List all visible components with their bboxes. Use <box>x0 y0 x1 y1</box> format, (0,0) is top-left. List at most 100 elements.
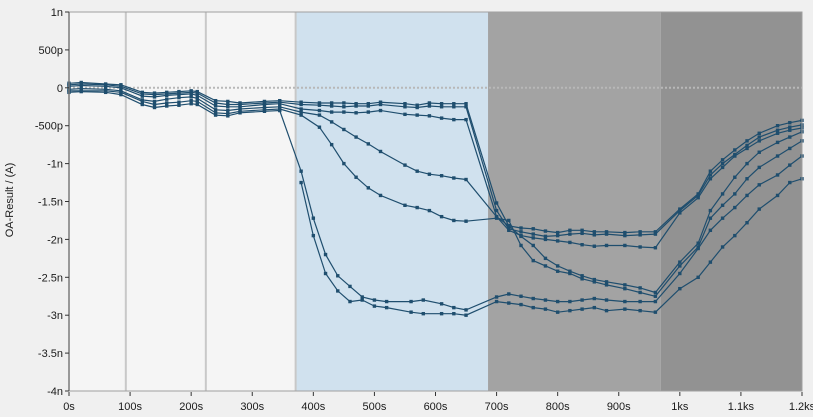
data-point-marker <box>329 110 334 114</box>
data-point-marker <box>464 313 468 317</box>
series-S7 <box>299 177 804 317</box>
data-point-marker <box>354 175 358 179</box>
data-point-marker <box>604 280 609 284</box>
region-divider-lines <box>124 12 297 391</box>
data-point-marker <box>757 165 761 170</box>
data-point-marker <box>757 131 761 135</box>
data-point-marker <box>140 99 144 104</box>
data-point-marker <box>653 310 658 314</box>
data-point-marker <box>543 237 548 242</box>
data-point-marker <box>226 105 230 109</box>
data-point-marker <box>678 208 682 213</box>
x-tick-label: 800s <box>546 401 570 413</box>
data-point-marker <box>543 234 548 239</box>
data-point-marker <box>165 93 169 98</box>
data-point-marker <box>653 230 658 234</box>
data-point-marker <box>366 104 371 108</box>
data-point-marker <box>507 224 511 228</box>
data-point-marker <box>378 149 383 154</box>
data-point-marker <box>329 101 334 105</box>
data-point-marker <box>720 165 725 170</box>
data-point-marker <box>568 269 572 273</box>
region-2 <box>488 12 661 391</box>
data-point-marker <box>329 120 334 124</box>
data-point-marker <box>79 86 83 91</box>
y-tick-label: 0 <box>57 83 63 95</box>
data-point-marker <box>638 290 642 295</box>
data-point-marker <box>507 218 511 223</box>
data-point-marker <box>775 128 780 132</box>
data-point-marker <box>213 101 218 105</box>
data-point-marker <box>384 299 389 304</box>
data-point-marker <box>788 163 792 167</box>
data-point-marker <box>439 302 444 306</box>
data-point-marker <box>531 236 535 240</box>
data-point-marker <box>745 193 749 198</box>
x-tick-label: 0s <box>63 401 75 413</box>
y-tick-label: -3.5n <box>38 348 63 360</box>
data-point-marker <box>708 208 713 213</box>
data-point-marker <box>366 142 371 146</box>
data-point-marker <box>678 260 682 264</box>
data-point-marker <box>788 128 792 132</box>
data-point-marker <box>757 207 761 211</box>
x-tick-label: 400s <box>301 401 325 413</box>
x-tick-label: 100s <box>118 401 142 413</box>
data-point-marker <box>568 299 572 304</box>
data-point-marker <box>348 284 352 289</box>
data-point-marker <box>403 105 407 109</box>
data-point-marker <box>427 114 432 118</box>
data-point-marker <box>342 161 346 166</box>
data-point-marker <box>623 286 627 291</box>
data-point-marker <box>733 233 737 238</box>
data-point-marker <box>555 239 560 243</box>
data-point-marker <box>421 298 425 302</box>
data-point-marker <box>531 227 535 231</box>
data-point-marker <box>623 233 627 238</box>
data-point-marker <box>678 211 682 215</box>
data-point-marker <box>580 277 584 281</box>
data-point-marker <box>604 298 609 302</box>
data-point-marker <box>119 90 123 95</box>
data-point-marker <box>757 183 761 187</box>
data-point-marker <box>580 274 584 278</box>
data-point-marker <box>638 233 642 237</box>
data-point-marker <box>336 274 340 278</box>
data-point-marker <box>278 102 282 106</box>
y-tick-label: -3n <box>47 310 63 322</box>
data-point-marker <box>531 305 535 310</box>
data-point-marker <box>604 283 609 287</box>
data-point-marker <box>604 243 609 248</box>
data-point-marker <box>213 104 218 108</box>
data-point-marker <box>140 94 144 98</box>
data-point-marker <box>403 102 407 106</box>
series-line <box>300 178 803 316</box>
data-point-marker <box>152 99 157 104</box>
data-point-marker <box>696 193 700 198</box>
data-point-marker <box>745 177 749 181</box>
data-point-marker <box>638 299 642 304</box>
data-point-marker <box>519 230 523 234</box>
data-point-marker <box>757 150 761 154</box>
data-point-marker <box>415 103 419 107</box>
data-point-marker <box>720 161 725 166</box>
data-point-marker <box>555 264 560 268</box>
plot-background-regions <box>69 12 802 391</box>
data-point-marker <box>555 299 560 304</box>
data-point-marker <box>103 84 108 88</box>
data-point-marker <box>592 280 597 284</box>
data-point-marker <box>238 105 242 109</box>
data-point-marker <box>415 113 419 117</box>
data-point-marker <box>317 108 322 113</box>
data-point-marker <box>519 234 523 239</box>
data-point-marker <box>653 299 658 304</box>
y-axis-title: OA-Result / (A) <box>4 163 16 238</box>
data-point-marker <box>452 218 456 223</box>
data-point-marker <box>299 113 303 117</box>
data-point-marker <box>507 292 511 296</box>
data-point-marker <box>519 302 523 307</box>
data-point-marker <box>415 205 419 210</box>
data-point-marker <box>623 230 627 235</box>
data-point-marker <box>189 92 193 96</box>
data-point-marker <box>464 219 468 223</box>
